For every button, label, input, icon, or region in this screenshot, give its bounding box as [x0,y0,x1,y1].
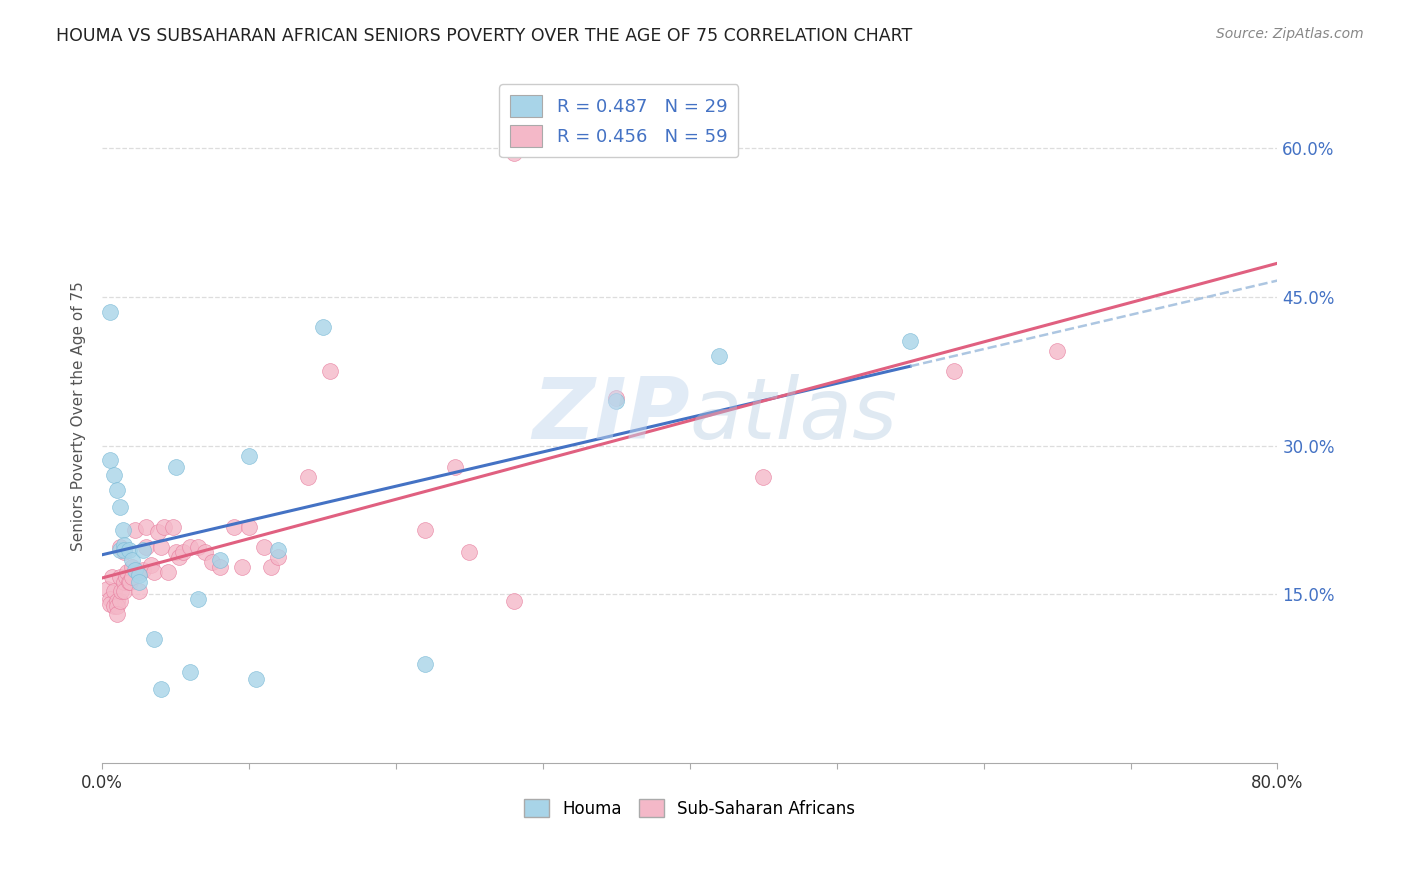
Point [415,523,437,537]
Point [108,542,131,557]
Point [132,563,155,577]
Point [115,565,138,579]
Point [121,569,143,583]
Point [153,520,176,534]
Point [253,540,276,554]
Point [142,565,165,579]
Point [443,460,465,475]
Text: ZIP: ZIP [533,375,690,458]
Point [319,364,342,378]
Point [98,598,121,612]
Point [415,657,437,671]
Point [103,599,125,614]
Point [128,565,150,579]
Point [165,460,187,475]
Point [103,468,125,483]
Point [149,540,172,554]
Point [238,520,260,534]
Point [238,449,260,463]
Point [208,559,231,574]
Point [502,594,524,608]
Legend: Houma, Sub-Saharan Africans: Houma, Sub-Saharan Africans [517,793,862,824]
Point [605,391,627,405]
Point [108,540,131,554]
Point [135,540,157,554]
Point [108,569,131,583]
Point [105,607,128,622]
Point [112,584,135,599]
Point [187,592,209,607]
Point [112,542,135,557]
Point [149,681,172,696]
Point [260,559,283,574]
Point [118,574,141,589]
Point [231,559,253,574]
Point [118,542,141,557]
Point [128,584,150,599]
Point [120,574,142,589]
Point [108,594,131,608]
Text: Source: ZipAtlas.com: Source: ZipAtlas.com [1216,27,1364,41]
Point [110,584,132,599]
Text: HOUMA VS SUBSAHARAN AFRICAN SENIORS POVERTY OVER THE AGE OF 75 CORRELATION CHART: HOUMA VS SUBSAHARAN AFRICAN SENIORS POVE… [56,27,912,45]
Point [135,520,157,534]
Point [98,304,121,318]
Point [297,470,319,484]
Point [111,523,134,537]
Point [245,672,267,686]
Point [121,559,143,574]
Point [1046,344,1069,359]
Point [105,594,128,608]
Point [124,563,146,577]
Point [458,545,481,559]
Y-axis label: Seniors Poverty Over the Age of 75: Seniors Poverty Over the Age of 75 [72,281,86,550]
Point [142,632,165,646]
Point [128,574,150,589]
Point [98,592,121,607]
Point [208,552,231,566]
Point [502,145,524,160]
Point [96,582,118,597]
Point [167,549,190,564]
Point [124,523,146,537]
Point [103,584,125,599]
Point [112,538,135,552]
Point [108,500,131,515]
Point [101,569,124,583]
Point [162,520,184,534]
Point [752,470,775,484]
Point [179,540,201,554]
Point [114,569,136,583]
Point [201,555,224,569]
Point [112,545,135,559]
Point [121,552,143,566]
Point [709,349,731,363]
Point [128,567,150,582]
Point [172,545,194,559]
Point [605,393,627,408]
Point [132,542,155,557]
Point [112,574,135,589]
Point [179,665,201,679]
Point [157,565,180,579]
Point [943,364,966,378]
Text: atlas: atlas [690,375,898,458]
Point [139,558,162,572]
Point [267,549,290,564]
Point [311,319,333,334]
Point [98,453,121,467]
Point [898,334,921,349]
Point [194,545,217,559]
Point [146,524,169,539]
Point [267,542,290,557]
Point [187,540,209,554]
Point [224,520,246,534]
Point [105,483,128,498]
Point [165,545,187,559]
Point [105,599,128,614]
